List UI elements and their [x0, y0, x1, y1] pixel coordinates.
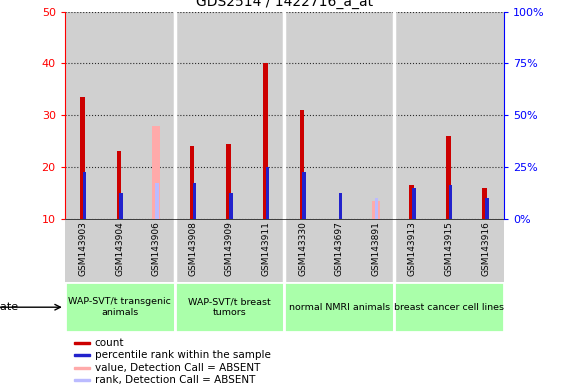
Bar [175, 219, 211, 282]
Text: percentile rank within the sample: percentile rank within the sample [95, 350, 270, 360]
Text: GSM143904: GSM143904 [115, 221, 124, 276]
Bar [190, 146, 194, 219]
Bar [321, 12, 358, 219]
Bar [358, 12, 394, 219]
Text: GSM143916: GSM143916 [481, 221, 490, 276]
Bar [101, 219, 138, 282]
Bar [138, 219, 175, 282]
Bar [248, 219, 284, 282]
Bar [155, 183, 159, 219]
Bar [431, 219, 467, 282]
Text: GSM143906: GSM143906 [152, 221, 160, 276]
Bar [229, 193, 233, 219]
Bar [321, 219, 358, 282]
Text: GSM143903: GSM143903 [79, 221, 87, 276]
Bar [74, 354, 90, 356]
Bar [431, 12, 467, 219]
Text: GSM143911: GSM143911 [262, 221, 270, 276]
Bar [284, 219, 321, 282]
Bar [284, 12, 321, 219]
FancyBboxPatch shape [175, 282, 284, 332]
Bar [358, 219, 394, 282]
Bar [409, 185, 414, 219]
Bar [65, 12, 101, 219]
Bar [263, 63, 267, 219]
Text: rank, Detection Call = ABSENT: rank, Detection Call = ABSENT [95, 375, 255, 384]
Bar [372, 201, 380, 219]
Bar [101, 12, 138, 219]
Bar [248, 12, 284, 219]
Text: value, Detection Call = ABSENT: value, Detection Call = ABSENT [95, 362, 260, 372]
Bar [117, 152, 121, 219]
Text: GSM143697: GSM143697 [335, 221, 343, 276]
Text: normal NMRI animals: normal NMRI animals [289, 303, 390, 312]
Bar [119, 193, 123, 219]
Text: WAP-SVT/t breast
tumors: WAP-SVT/t breast tumors [188, 298, 271, 317]
Text: GSM143915: GSM143915 [445, 221, 453, 276]
Bar [74, 367, 90, 369]
FancyBboxPatch shape [65, 282, 175, 332]
Bar [467, 219, 504, 282]
Text: count: count [95, 338, 124, 348]
Bar [394, 219, 431, 282]
Bar [193, 183, 196, 219]
Bar [339, 193, 342, 219]
FancyBboxPatch shape [394, 282, 504, 332]
FancyBboxPatch shape [284, 282, 394, 332]
Bar [302, 172, 306, 219]
Bar [375, 198, 378, 219]
Bar [138, 12, 175, 219]
Text: GSM143909: GSM143909 [225, 221, 234, 276]
Text: breast cancer cell lines: breast cancer cell lines [394, 303, 504, 312]
Bar [394, 12, 431, 219]
Bar [266, 167, 269, 219]
Text: GSM143330: GSM143330 [298, 221, 307, 276]
Bar [211, 12, 248, 219]
Bar [175, 12, 211, 219]
Text: WAP-SVT/t transgenic
animals: WAP-SVT/t transgenic animals [68, 298, 171, 317]
Text: GSM143913: GSM143913 [408, 221, 417, 276]
Bar [449, 185, 452, 219]
Bar [74, 342, 90, 344]
Text: GSM143908: GSM143908 [189, 221, 197, 276]
Bar [65, 219, 101, 282]
Bar [467, 12, 504, 219]
Bar [412, 188, 415, 219]
Text: GSM143891: GSM143891 [372, 221, 380, 276]
Bar [226, 144, 231, 219]
Bar [482, 188, 487, 219]
Bar [83, 172, 86, 219]
Bar [80, 97, 84, 219]
Bar [74, 379, 90, 381]
Bar [152, 126, 160, 219]
Bar [300, 110, 304, 219]
Bar [211, 219, 248, 282]
Bar [446, 136, 450, 219]
Title: GDS2514 / 1422716_a_at: GDS2514 / 1422716_a_at [196, 0, 373, 9]
Text: disease state: disease state [0, 302, 18, 312]
Bar [485, 198, 489, 219]
